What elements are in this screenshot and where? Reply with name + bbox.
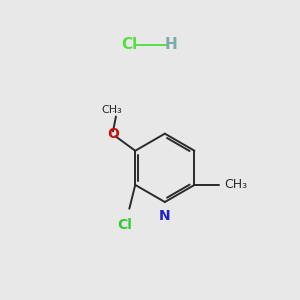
Text: O: O [107,128,119,141]
Text: methoxy: methoxy [113,111,119,112]
Text: Cl: Cl [117,218,132,232]
Text: H: H [164,37,177,52]
Text: Cl: Cl [121,37,137,52]
Text: CH₃: CH₃ [224,178,247,191]
Text: CH₃: CH₃ [101,105,122,115]
Text: N: N [159,208,171,223]
